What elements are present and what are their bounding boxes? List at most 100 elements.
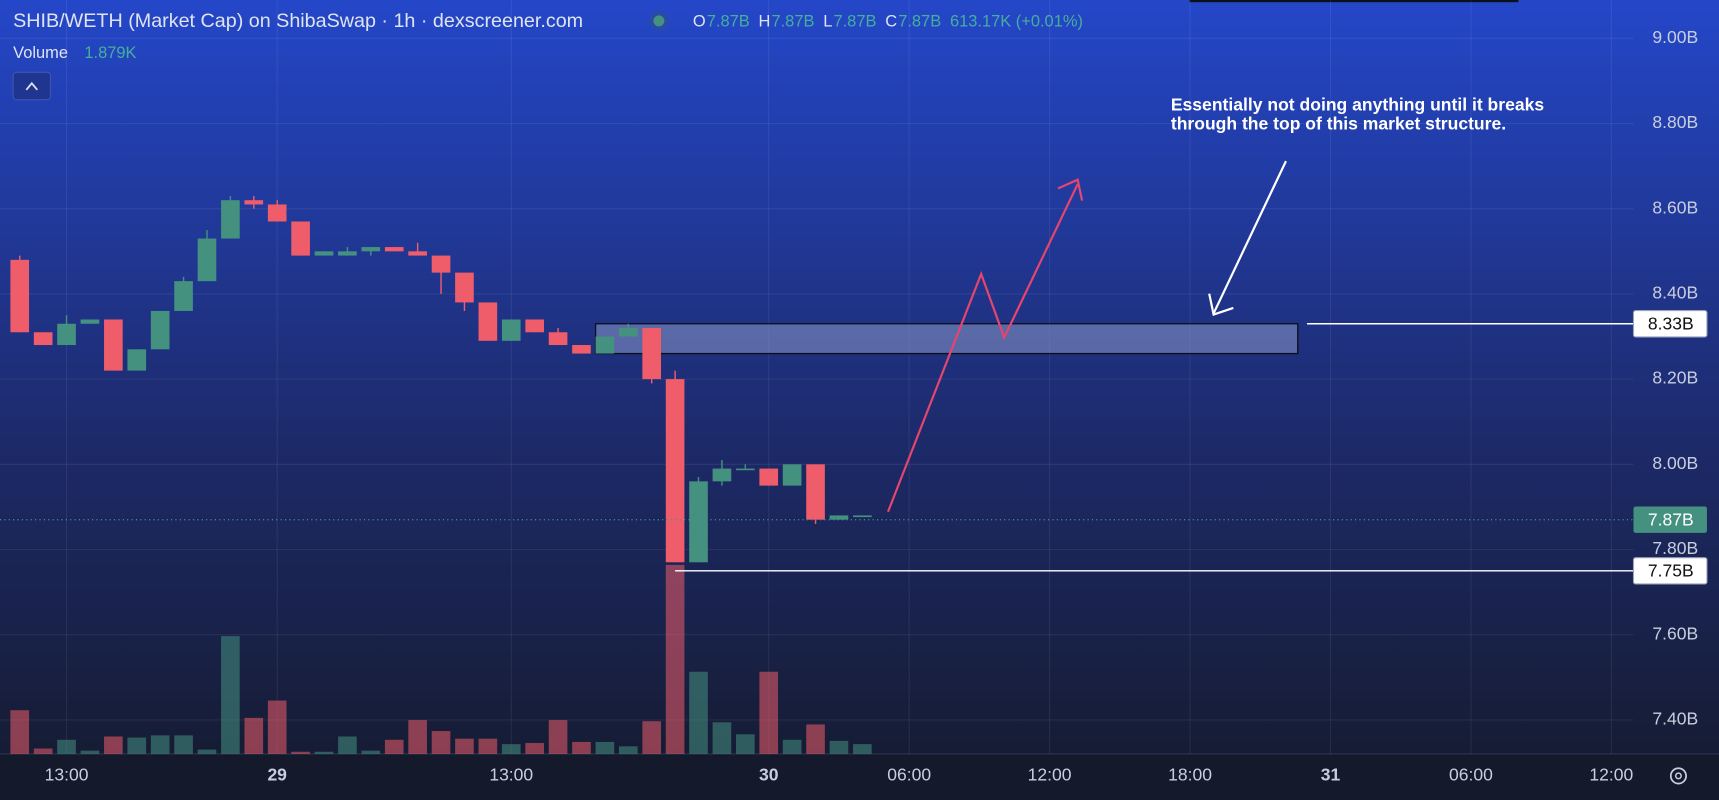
candle-body bbox=[501, 319, 521, 341]
volume-bar bbox=[618, 746, 638, 754]
x-tick-label: 30 bbox=[759, 765, 779, 785]
zone-layer bbox=[594, 323, 1299, 355]
status-dot bbox=[653, 15, 665, 27]
volume-bar bbox=[33, 748, 53, 754]
volume-bar bbox=[642, 721, 662, 754]
settings-icon[interactable] bbox=[1669, 767, 1687, 785]
header: SHIB/WETH (Market Cap) on ShibaSwap · 1h… bbox=[12, 10, 1083, 101]
y-tick-label: 8.40B bbox=[1652, 283, 1698, 303]
annotation-arrowhead bbox=[1208, 293, 1234, 316]
candle-body bbox=[314, 251, 334, 256]
candle-body bbox=[80, 319, 100, 324]
volume-bar bbox=[712, 722, 732, 754]
annotation-arrow bbox=[1212, 160, 1287, 314]
settings-icon-core bbox=[1674, 772, 1682, 780]
volume-bar bbox=[291, 751, 310, 754]
annotation: Essentially not doing anything until it … bbox=[1170, 96, 1545, 134]
volume-bar bbox=[759, 671, 779, 754]
volume-bar bbox=[150, 735, 170, 754]
x-tick-label: 29 bbox=[267, 765, 287, 785]
volume-bar bbox=[595, 741, 615, 754]
volume-title: Volume bbox=[13, 44, 68, 62]
volume-bar bbox=[338, 736, 357, 754]
candle-body bbox=[57, 323, 76, 346]
candle-body bbox=[150, 310, 170, 350]
top-bar bbox=[1189, 0, 1519, 3]
volume-bar bbox=[501, 744, 521, 754]
x-tick-label: 12:00 bbox=[1589, 765, 1633, 785]
x-tick-label: 31 bbox=[1321, 765, 1341, 785]
volume-bar bbox=[806, 724, 825, 754]
volume-bar bbox=[548, 720, 568, 754]
ohlc-value: 7.87B bbox=[898, 12, 941, 30]
volume-value: 1.879K bbox=[84, 44, 136, 62]
y-tick-label: 7.80B bbox=[1652, 538, 1698, 558]
volume-bar bbox=[174, 735, 193, 754]
candle-body bbox=[829, 515, 849, 520]
candle-body bbox=[244, 200, 264, 205]
candle-body bbox=[665, 379, 685, 563]
x-tick-label: 06:00 bbox=[887, 765, 931, 785]
candle-body bbox=[595, 336, 615, 354]
ohlc-value: 7.87B bbox=[771, 12, 814, 30]
candle-layer bbox=[10, 195, 872, 563]
x-tick-label: 06:00 bbox=[1449, 765, 1493, 785]
volume-bar bbox=[267, 700, 287, 754]
ohlc-value: 7.87B bbox=[833, 12, 876, 30]
candle-body bbox=[291, 221, 310, 256]
candle-body bbox=[712, 468, 732, 482]
volume-bar bbox=[361, 750, 381, 754]
collapse-button[interactable] bbox=[12, 71, 51, 101]
y-tick-label: 8.20B bbox=[1652, 368, 1698, 388]
current-price-box bbox=[1633, 506, 1707, 533]
ohlc-key: C bbox=[885, 12, 897, 30]
candle-body bbox=[618, 327, 638, 337]
volume-bar bbox=[221, 636, 240, 754]
y-tick-label: 8.60B bbox=[1652, 197, 1698, 217]
volume-layer bbox=[10, 564, 872, 754]
volume-bar bbox=[314, 751, 334, 754]
candle-body bbox=[384, 247, 404, 252]
change-value: 613.17K (+0.01%) bbox=[950, 12, 1083, 30]
volume-bar bbox=[782, 739, 802, 754]
candle-body bbox=[525, 319, 544, 333]
candle-body bbox=[221, 200, 240, 239]
volume-bar bbox=[57, 739, 76, 754]
volume-bar bbox=[408, 720, 427, 754]
volume-bar bbox=[10, 710, 30, 754]
volume-bar bbox=[127, 737, 147, 754]
volume-bar bbox=[572, 741, 591, 754]
x-tick-label: 18:00 bbox=[1168, 765, 1212, 785]
candle-body bbox=[689, 481, 708, 563]
axes: 7.40B 7.60B 7.80B 8.00B 8.20B 8.40B 8.60B 8.80B… bbox=[45, 27, 1708, 785]
candle-body bbox=[10, 259, 30, 333]
candle-body bbox=[267, 204, 287, 222]
time-axis-band bbox=[0, 753, 1719, 800]
candle-body bbox=[455, 272, 474, 303]
volume-bar bbox=[384, 739, 404, 754]
volume-bar bbox=[525, 743, 544, 754]
volume-bar bbox=[736, 734, 755, 754]
candle-body bbox=[736, 468, 755, 471]
candle-body bbox=[361, 247, 381, 252]
price-line-label: 8.33B bbox=[1648, 313, 1694, 333]
volume-bar bbox=[104, 736, 123, 754]
candle-body bbox=[127, 349, 147, 371]
candle-body bbox=[853, 515, 872, 518]
candle-body bbox=[548, 332, 568, 346]
projection-arrowhead bbox=[1057, 178, 1084, 201]
candle-body bbox=[642, 327, 662, 380]
volume-bar bbox=[455, 738, 474, 754]
price-line-box bbox=[1632, 310, 1708, 338]
candle-body bbox=[478, 302, 498, 341]
ohlc-value: 7.87B bbox=[707, 12, 750, 30]
x-tick-label: 13:00 bbox=[45, 765, 89, 785]
candle-body bbox=[33, 332, 53, 346]
ohlc-key: L bbox=[823, 12, 832, 30]
ohlc-key: O bbox=[693, 12, 706, 30]
volume-bar bbox=[197, 749, 217, 754]
volume-bar bbox=[80, 750, 100, 754]
y-tick-label: 7.60B bbox=[1652, 623, 1698, 643]
